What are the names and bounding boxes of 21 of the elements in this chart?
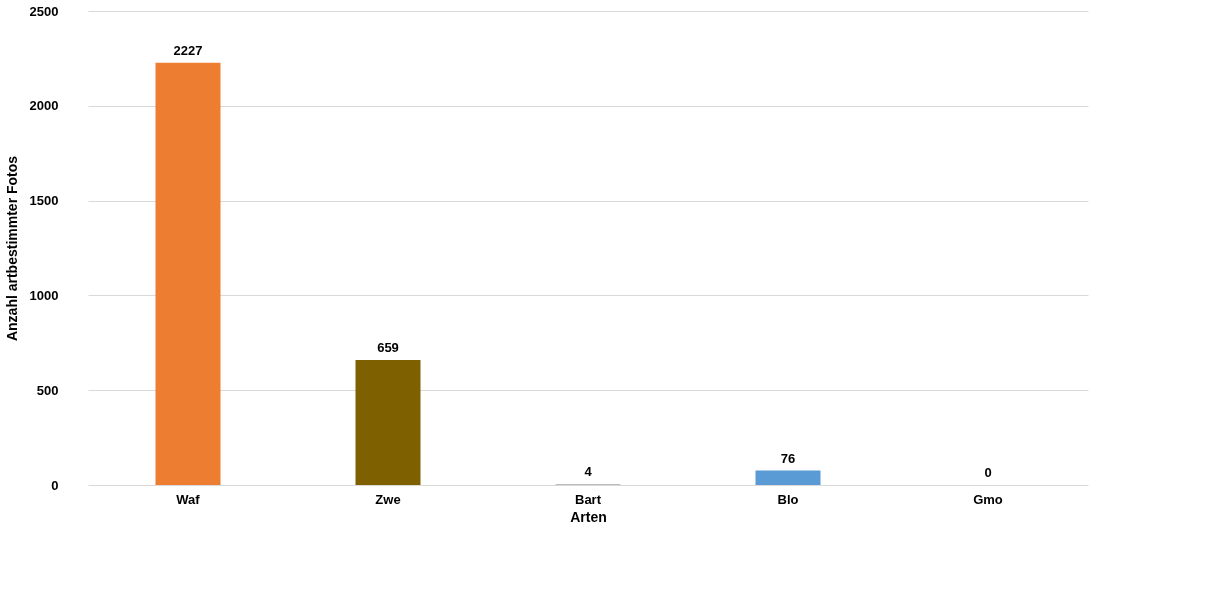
x-tick-label: Waf	[176, 491, 201, 507]
y-tick-label: 0	[51, 477, 59, 493]
y-tick-label: 2500	[29, 3, 59, 19]
bar	[155, 62, 221, 485]
data-label: 0	[984, 465, 992, 480]
x-tick-label: Zwe	[375, 491, 401, 507]
x-axis-title: Arten	[570, 508, 607, 525]
x-tick-label: Blo	[777, 491, 799, 507]
y-axis-title: Anzahl artbestimmter Fotos	[3, 155, 20, 342]
data-label: 76	[780, 450, 796, 466]
bar	[355, 360, 421, 485]
bar	[755, 470, 821, 485]
data-label: 4	[584, 464, 593, 480]
x-tick-label: Gmo	[973, 491, 1003, 507]
y-tick-label: 1500	[29, 193, 59, 209]
x-tick-label: Bart	[574, 491, 602, 507]
y-tick-label: 500	[36, 382, 59, 398]
data-label: 2227	[173, 42, 203, 58]
data-label: 659	[377, 340, 399, 356]
y-tick-label: 1000	[29, 287, 59, 303]
y-tick-label: 2000	[29, 98, 59, 114]
